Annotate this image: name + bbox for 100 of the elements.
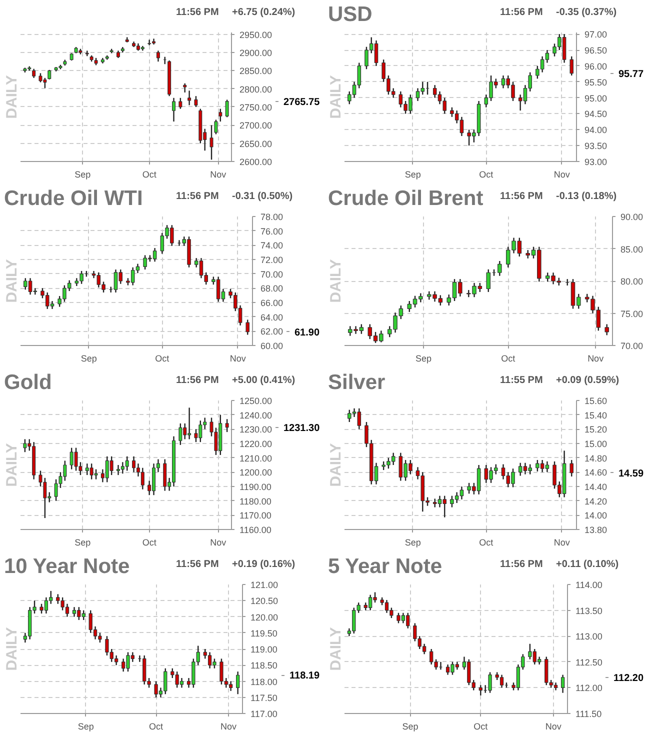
text: -0.31 (0.50%) (232, 190, 293, 204)
text: 11:56 PM (176, 190, 219, 204)
y-tick-label: 1250.00 (240, 396, 272, 406)
y-tick-label: 95.50 (584, 77, 608, 88)
y-tick-label: 14.20 (584, 496, 608, 506)
y-tick-label: 14.60 (584, 468, 608, 478)
y-tick-label: 94.00 (584, 125, 608, 136)
y-tick-label: 90.00 (620, 212, 644, 222)
x-tick-label: Oct (501, 354, 516, 364)
x-tick-label: Nov (554, 170, 570, 180)
x-tick-label: Oct (142, 538, 157, 548)
candlestick (94, 468, 98, 480)
y-tick-label: 2650.00 (240, 138, 272, 149)
candlestick (604, 324, 609, 336)
candlestick (74, 447, 78, 472)
y-tick-label: 2750.00 (240, 102, 272, 112)
text: 112.20 (614, 672, 644, 684)
y-tick-label: 2900.00 (240, 48, 272, 58)
candlestick (178, 97, 182, 110)
x-tick-label: Nov (220, 722, 237, 732)
candlestick (570, 459, 574, 478)
candlestick (194, 428, 198, 443)
y-tick-label: 120.50 (250, 596, 278, 606)
y-tick-label: 70.00 (620, 341, 644, 351)
x-tick-label: Nov (588, 354, 604, 364)
y-tick-label: 118.50 (250, 660, 278, 671)
x-tick-label: Sep (404, 170, 421, 180)
y-tick-label: 97.00 (584, 30, 608, 40)
y-tick-label: 78.00 (260, 212, 284, 222)
candlestick (214, 119, 218, 135)
candlestick (183, 82, 187, 94)
y-tick-label: 72.00 (260, 255, 284, 265)
candlestick (114, 654, 118, 666)
candlestick (110, 456, 114, 476)
candlestick (194, 95, 198, 108)
y-tick-label: 15.20 (584, 424, 608, 435)
y-tick-label: 14.00 (584, 510, 608, 521)
y-tick-label: 2950.00 (240, 30, 272, 40)
y-tick-label: 66.00 (260, 298, 284, 308)
chart-title: Crude Oil WTI (4, 186, 143, 212)
x-tick-label: Oct (155, 354, 170, 364)
y-tick-label: 76.00 (260, 226, 284, 236)
y-tick-label: 121.00 (250, 580, 278, 590)
y-tick-label: 113.50 (576, 606, 602, 616)
x-tick-label: Sep (78, 722, 94, 732)
y-tick-label: 60.00 (260, 341, 284, 351)
x-tick-label: Oct (142, 170, 157, 180)
candlestick (32, 68, 36, 79)
candlestick (172, 97, 176, 122)
x-tick-label: Nov (545, 722, 562, 732)
x-tick-label: Oct (474, 722, 488, 732)
candlestick (225, 99, 229, 118)
x-tick-label: Sep (74, 170, 91, 180)
y-tick-label: 2850.00 (240, 66, 272, 76)
y-tick-label: 1210.00 (240, 453, 272, 464)
text: 11:56 PM (176, 6, 219, 20)
y-tick-label: 68.00 (260, 284, 284, 294)
candlestick (246, 319, 250, 336)
text: +6.75 (0.24%) (232, 6, 296, 20)
text: +0.19 (0.16%) (232, 558, 296, 572)
x-tick-label: Nov (210, 170, 227, 180)
chart-title: USD (328, 2, 372, 28)
y-tick-label: 1200.00 (240, 468, 272, 478)
candlestick (210, 124, 214, 160)
chart-title: 5 Year Note (328, 554, 442, 580)
y-tick-label: 120.00 (250, 612, 278, 622)
y-tick-label: 13.80 (584, 525, 608, 535)
y-tick-label: 111.50 (576, 709, 602, 719)
y-tick-label: 2600.00 (240, 157, 272, 167)
y-tick-label: 1220.00 (240, 439, 272, 449)
text: 95.77 (618, 68, 644, 80)
x-tick-label: Nov (554, 538, 570, 548)
text: 11:55 PM (500, 374, 543, 388)
y-tick-label: 2700.00 (240, 120, 272, 131)
candlestick (488, 672, 492, 694)
y-tick-label: 114.00 (576, 580, 602, 590)
y-tick-label: 117.50 (250, 692, 278, 703)
candlestick (148, 39, 152, 46)
candlestick (560, 674, 565, 694)
text: +0.09 (0.59%) (556, 374, 620, 388)
x-tick-label: Nov (210, 538, 227, 548)
candlestick (38, 72, 42, 83)
candlestick (54, 478, 58, 502)
y-tick-label: 1230.00 (240, 424, 272, 435)
y-tick-label: 112.00 (576, 683, 602, 694)
y-tick-label: 64.00 (260, 312, 284, 322)
y-tick-label: 93.50 (584, 141, 608, 152)
text: 118.19 (290, 670, 320, 682)
x-tick-label: Nov (230, 354, 246, 364)
text: -0.35 (0.37%) (556, 6, 617, 20)
y-tick-label: 1160.00 (240, 525, 272, 535)
text: 11:56 PM (500, 6, 543, 20)
text: 11:56 PM (176, 374, 219, 388)
y-tick-label: 14.80 (584, 453, 608, 464)
y-tick-label: 74.00 (260, 240, 284, 251)
y-tick-label: 2800.00 (240, 84, 272, 94)
candlestick (140, 467, 144, 490)
y-tick-label: 80.00 (620, 276, 644, 286)
y-tick-label: 112.50 (576, 657, 602, 668)
y-tick-label: 62.00 (260, 326, 284, 337)
